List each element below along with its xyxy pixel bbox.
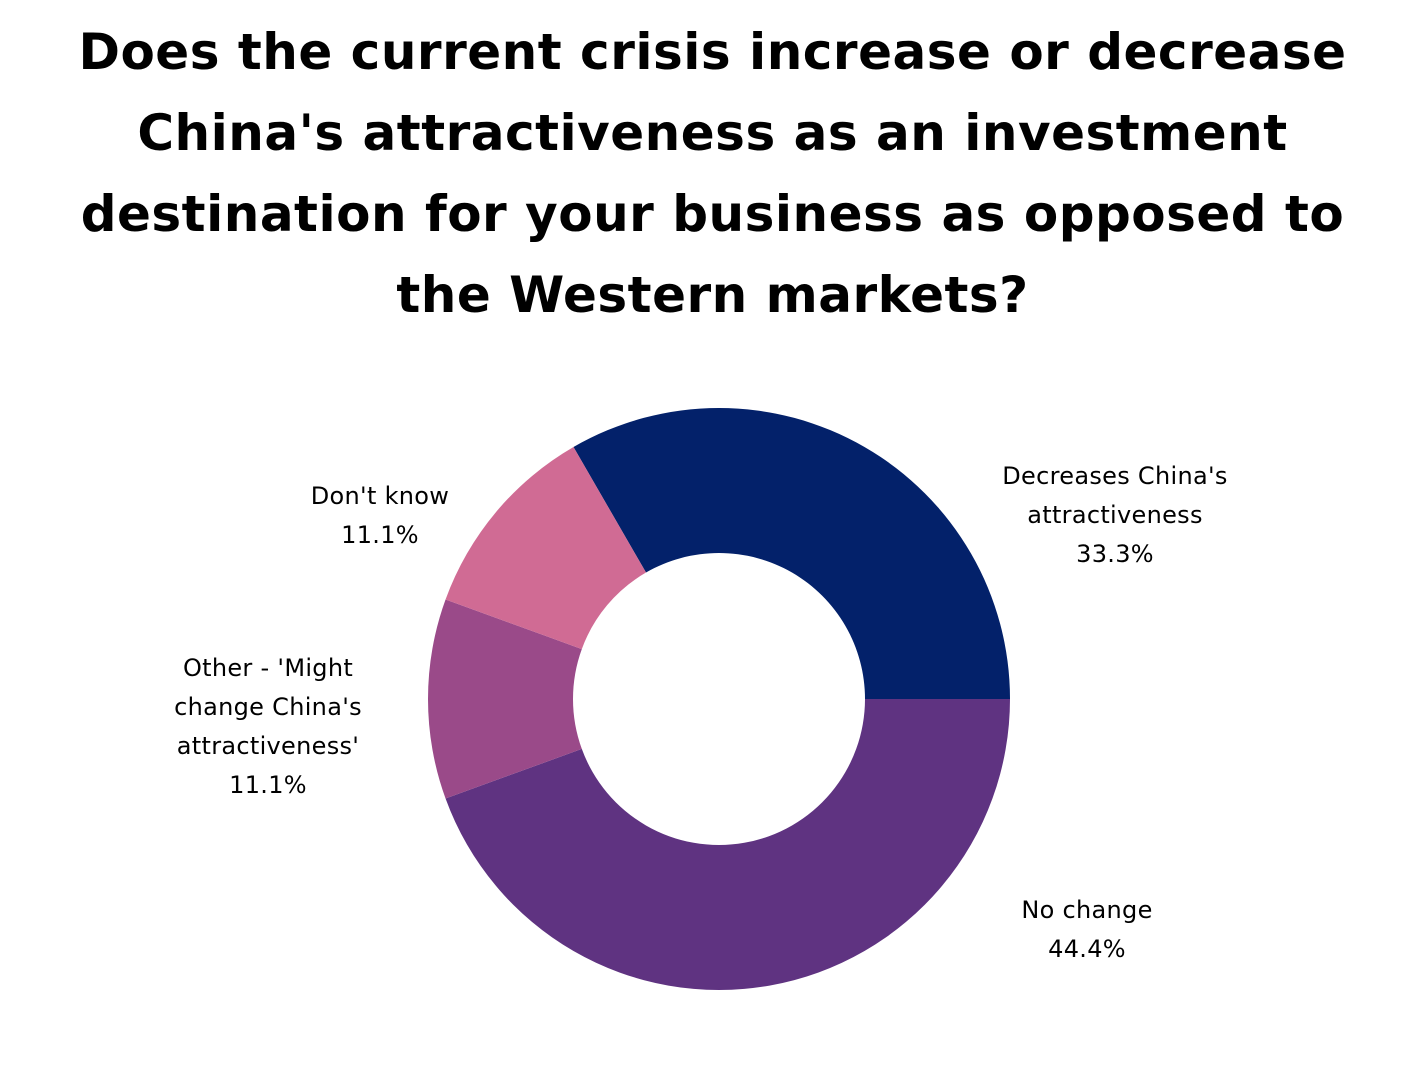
slice-name-label: Other - 'Might (183, 654, 353, 682)
donut-slice (445, 446, 646, 650)
slice-value-label: 11.1% (229, 771, 307, 799)
slice-value-label: 33.3% (1076, 540, 1154, 568)
slice-name-label: Decreases China's (1002, 462, 1227, 490)
slice-label: Decreases China's attractiveness 33.3% (1002, 462, 1227, 568)
slice-name-label: Don't know (311, 482, 449, 510)
chart-title: Does the current crisis increase or decr… (40, 12, 1385, 336)
slice-name-label: No change (1021, 896, 1152, 924)
chart-title-line: China's attractiveness as an investment (137, 104, 1288, 162)
donut-slice (445, 699, 1010, 990)
slice-name-label: attractiveness' (177, 732, 359, 760)
slice-label: Other - 'Might change China's attractivene… (174, 654, 362, 799)
slice-label: Don't know 11.1% (311, 482, 449, 549)
slice-name-label: change China's (174, 693, 362, 721)
donut-slice (428, 599, 582, 799)
donut-slices (428, 408, 1010, 990)
slice-value-label: 44.4% (1048, 935, 1126, 963)
slice-labels: Decreases China's attractiveness 33.3% No c… (174, 462, 1227, 963)
slice-value-label: 11.1% (341, 521, 419, 549)
chart-title-line: Does the current crisis increase or decr… (78, 23, 1347, 81)
chart-title-line: the Western markets? (396, 266, 1029, 324)
donut-slice (573, 408, 1010, 699)
slice-name-label: attractiveness (1027, 501, 1203, 529)
chart-title-line: destination for your business as opposed… (80, 185, 1345, 243)
slice-label: No change 44.4% (1021, 896, 1152, 963)
